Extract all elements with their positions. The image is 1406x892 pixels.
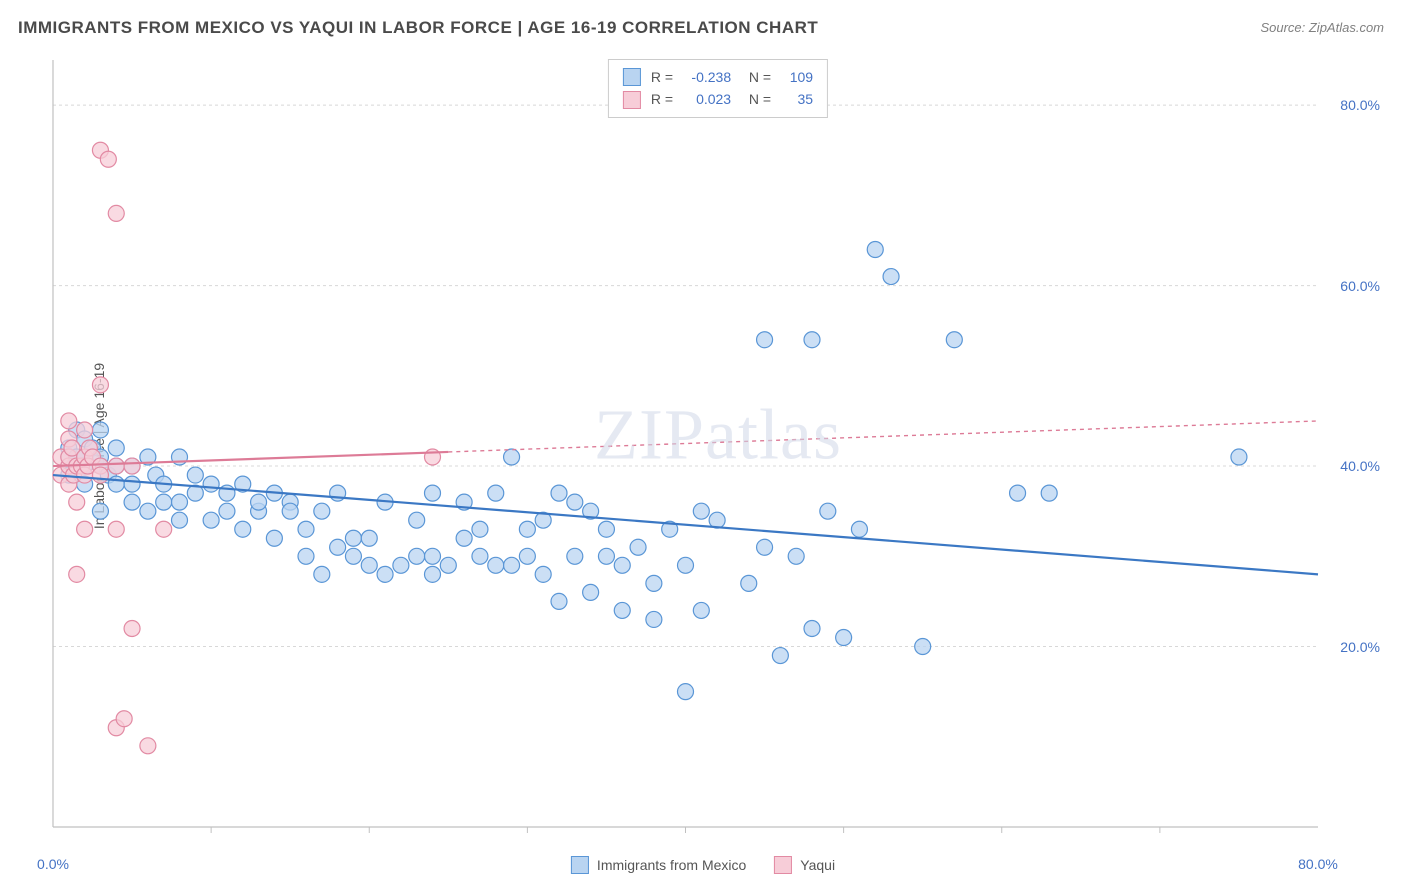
scatter-plot-svg bbox=[48, 55, 1388, 847]
stat-label: N = bbox=[741, 88, 771, 110]
legend-item: Yaqui bbox=[774, 856, 835, 874]
legend-swatch bbox=[571, 856, 589, 874]
r-value: -0.238 bbox=[683, 66, 731, 88]
legend-swatch bbox=[623, 91, 641, 109]
legend-item: Immigrants from Mexico bbox=[571, 856, 746, 874]
legend-label: Immigrants from Mexico bbox=[597, 857, 746, 873]
plot-area: ZIPatlas R = -0.238 N = 109 R = 0.023 N … bbox=[48, 55, 1388, 847]
correlation-legend-box: R = -0.238 N = 109 R = 0.023 N = 35 bbox=[608, 59, 828, 118]
y-tick-label: 40.0% bbox=[1340, 458, 1380, 474]
n-value: 109 bbox=[781, 66, 813, 88]
stat-label: N = bbox=[741, 66, 771, 88]
r-value: 0.023 bbox=[683, 88, 731, 110]
y-tick-label: 80.0% bbox=[1340, 97, 1380, 113]
series-legend: Immigrants from Mexico Yaqui bbox=[571, 856, 835, 874]
stat-label: R = bbox=[651, 88, 673, 110]
x-tick-label: 80.0% bbox=[1298, 856, 1338, 872]
legend-swatch bbox=[774, 856, 792, 874]
correlation-row: R = 0.023 N = 35 bbox=[623, 88, 813, 110]
chart-container: IMMIGRANTS FROM MEXICO VS YAQUI IN LABOR… bbox=[0, 0, 1406, 892]
chart-title: IMMIGRANTS FROM MEXICO VS YAQUI IN LABOR… bbox=[18, 18, 818, 38]
legend-label: Yaqui bbox=[800, 857, 835, 873]
correlation-row: R = -0.238 N = 109 bbox=[623, 66, 813, 88]
x-tick-label: 0.0% bbox=[37, 856, 69, 872]
y-tick-label: 20.0% bbox=[1340, 639, 1380, 655]
legend-swatch bbox=[623, 68, 641, 86]
source-attribution: Source: ZipAtlas.com bbox=[1260, 20, 1384, 35]
n-value: 35 bbox=[781, 88, 813, 110]
y-tick-label: 60.0% bbox=[1340, 278, 1380, 294]
stat-label: R = bbox=[651, 66, 673, 88]
